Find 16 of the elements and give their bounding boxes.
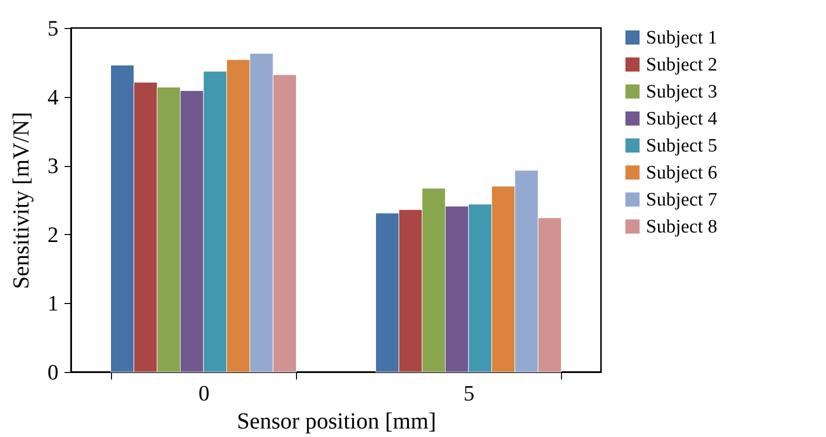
y-tick-label: 5	[48, 16, 58, 40]
legend-label: Subject 1	[646, 28, 718, 48]
y-tick-label: 4	[48, 84, 58, 110]
y-tick-label: 3	[48, 153, 58, 178]
x-axis-title: Sensor position [mm]	[236, 408, 436, 434]
y-tick-label: 1	[48, 290, 58, 316]
legend-label: Subject 8	[646, 216, 718, 238]
y-tick-label: 2	[48, 222, 58, 247]
legend-label: Subject 5	[646, 136, 718, 156]
legend-label: Subject 2	[646, 54, 718, 76]
legend-label: Subject 4	[646, 108, 718, 130]
y-tick-label: 0	[48, 360, 58, 384]
legend-label: Subject 6	[646, 162, 718, 184]
legend-label: Subject 3	[646, 82, 718, 102]
legend-label: Subject 7	[646, 190, 718, 210]
y-axis-title: Sensitivity [mV/N]	[8, 112, 34, 289]
